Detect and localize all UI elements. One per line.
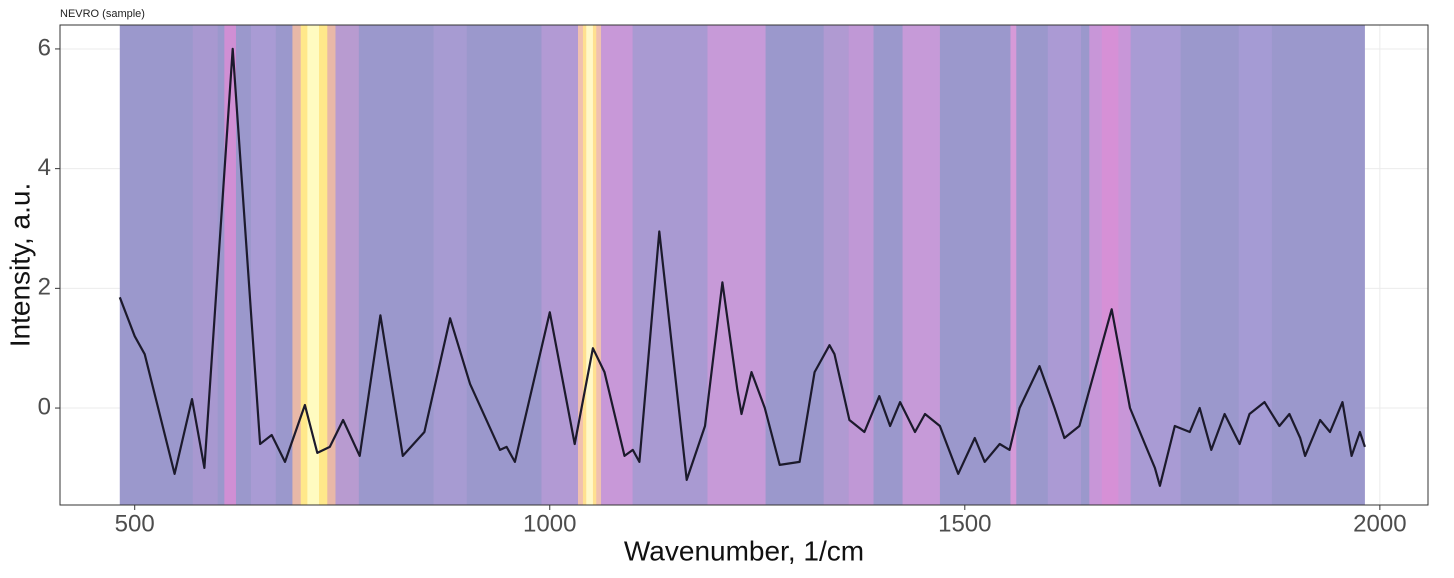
importance-band <box>433 25 467 505</box>
y-tick-label: 4 <box>38 154 51 181</box>
x-tick-label: 2000 <box>1353 510 1406 537</box>
importance-band <box>586 25 593 505</box>
y-tick-label: 6 <box>38 34 51 61</box>
plot-border <box>59 24 1429 506</box>
importance-band <box>1010 25 1017 505</box>
x-axis-title: Wavenumber, 1/cm <box>624 535 864 566</box>
importance-band <box>192 25 218 505</box>
x-tick-label: 1500 <box>938 510 991 537</box>
importance-band <box>902 25 940 505</box>
importance-band <box>250 25 276 505</box>
importance-band <box>335 25 359 505</box>
importance-band <box>632 25 708 505</box>
importance-band <box>601 25 633 505</box>
importance-band <box>224 25 236 505</box>
y-tick-label: 2 <box>38 274 51 301</box>
importance-band <box>823 25 849 505</box>
importance-band <box>1130 25 1181 505</box>
y-axis-title: Intensity, a.u. <box>4 183 35 347</box>
importance-band <box>307 25 319 505</box>
importance-band <box>1238 25 1272 505</box>
importance-band <box>707 25 766 505</box>
x-tick-label: 500 <box>115 510 155 537</box>
chart-title: NEVRO (sample) <box>60 8 145 20</box>
y-tick-label: 0 <box>38 393 51 420</box>
x-tick-label: 1000 <box>523 510 576 537</box>
importance-band <box>848 25 874 505</box>
importance-band <box>1101 25 1119 505</box>
spectrum-line <box>118 47 1366 487</box>
importance-band <box>1047 25 1082 505</box>
